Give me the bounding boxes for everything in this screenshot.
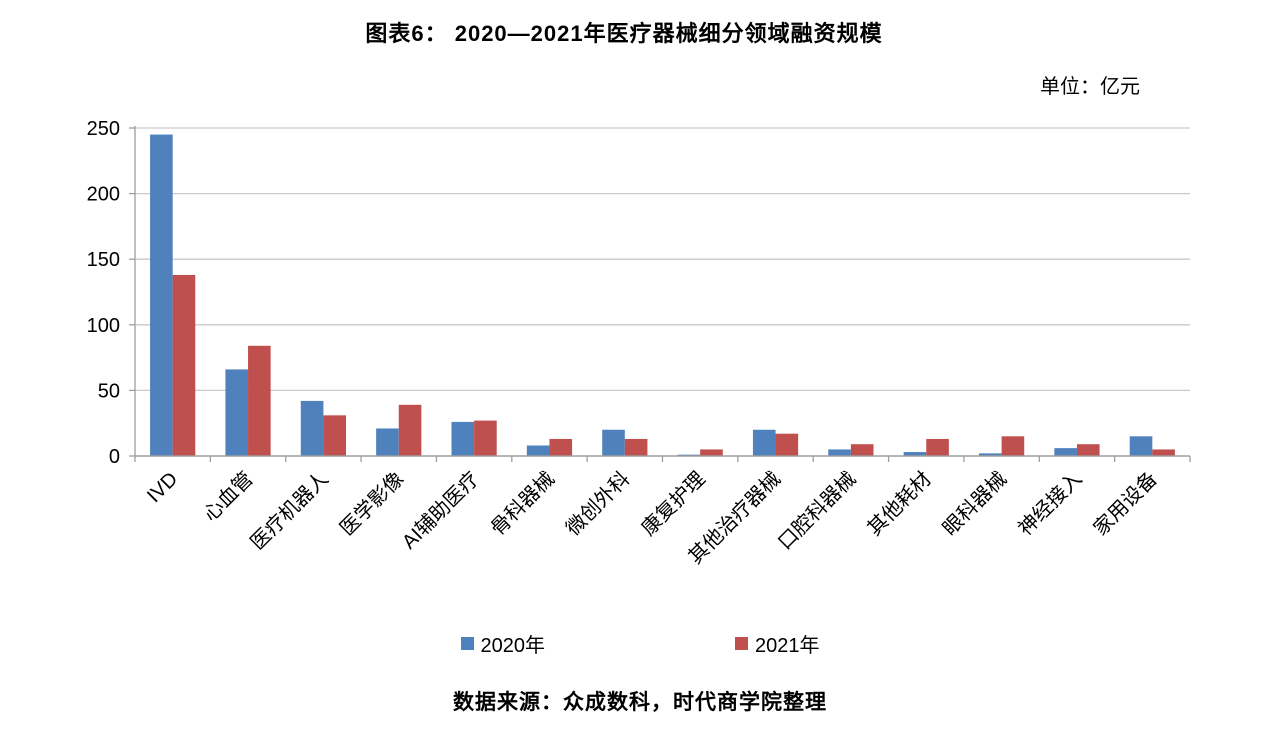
- bar-2021年-口腔科器械: [850, 444, 874, 456]
- x-tick-label-微创外科: 微创外科: [562, 467, 635, 540]
- x-tick-label-医疗机器人: 医疗机器人: [246, 467, 333, 554]
- x-tick-label-骨科器械: 骨科器械: [486, 467, 559, 540]
- x-tick-label-其他耗材: 其他耗材: [863, 467, 936, 540]
- x-tick-label-康复护理: 康复护理: [637, 467, 710, 540]
- bar-2020年-医学影像: [376, 428, 399, 456]
- bar-2020年-骨科器械: [526, 445, 550, 456]
- bar-2020年-神经接入: [1054, 448, 1077, 456]
- bar-2021年-AI辅助医疗: [474, 420, 497, 456]
- bar-2021年-眼科器械: [1001, 436, 1025, 456]
- y-tick-label-200: 200: [87, 184, 120, 206]
- bar-2021年-家用设备: [1152, 449, 1175, 456]
- bar-2020年-AI辅助医疗: [451, 421, 475, 456]
- y-tick-label-0: 0: [109, 446, 120, 468]
- chart-title: 图表6： 2020—2021年医疗器械细分领域融资规模: [365, 21, 883, 46]
- bar-2021年-心血管: [248, 345, 271, 456]
- y-tick-label-100: 100: [87, 315, 120, 337]
- bar-2020年-IVD: [150, 134, 173, 456]
- bar-2021年-骨科器械: [549, 438, 573, 456]
- bar-2021年-医疗机器人: [323, 415, 346, 456]
- legend-item-2021: 2021年: [735, 629, 820, 658]
- bar-2020年-眼科器械: [979, 453, 1002, 456]
- x-tick-label-医学影像: 医学影像: [335, 467, 408, 540]
- legend-swatch-2021-icon: [735, 637, 748, 650]
- bar-2021年-微创外科: [624, 438, 648, 456]
- source-note: 数据来源：众成数科，时代商学院整理: [453, 691, 827, 714]
- x-tick-label-眼科器械: 眼科器械: [938, 467, 1011, 540]
- bar-2021年-医学影像: [398, 404, 422, 456]
- legend-label-2021: 2021年: [755, 635, 820, 657]
- unit-label: 单位：亿元: [1040, 76, 1140, 98]
- bar-2020年-其他治疗器械: [752, 429, 776, 456]
- x-tick-label-心血管: 心血管: [199, 467, 258, 526]
- bar-2021年-其他耗材: [926, 438, 949, 456]
- bar-2020年-心血管: [225, 369, 249, 456]
- x-tick-label-AI辅助医疗: AI辅助医疗: [397, 467, 483, 553]
- bar-2020年-家用设备: [1129, 436, 1153, 456]
- bar-2020年-口腔科器械: [828, 449, 851, 456]
- bar-2020年-医疗机器人: [300, 400, 324, 456]
- legend-label-2020: 2020年: [480, 635, 546, 657]
- bar-2021年-IVD: [172, 274, 196, 456]
- bar-2020年-微创外科: [602, 429, 625, 456]
- bar-2021年-康复护理: [700, 449, 723, 456]
- bar-2021年-其他治疗器械: [775, 433, 799, 456]
- legend-swatch-2020-icon: [460, 637, 474, 650]
- legend: 2020年 2021年: [0, 629, 1280, 658]
- x-tick-label-神经接入: 神经接入: [1014, 467, 1087, 540]
- bar-2020年-其他耗材: [903, 452, 927, 456]
- y-tick-label-250: 250: [87, 118, 120, 140]
- x-tick-label-家用设备: 家用设备: [1089, 467, 1162, 540]
- legend-item-2020: 2020年: [460, 629, 546, 658]
- y-tick-label-50: 50: [98, 380, 120, 402]
- bar-2021年-神经接入: [1076, 444, 1100, 456]
- x-tick-label-IVD: IVD: [143, 468, 182, 507]
- y-tick-label-150: 150: [87, 249, 120, 271]
- x-tick-label-口腔科器械: 口腔科器械: [773, 467, 860, 554]
